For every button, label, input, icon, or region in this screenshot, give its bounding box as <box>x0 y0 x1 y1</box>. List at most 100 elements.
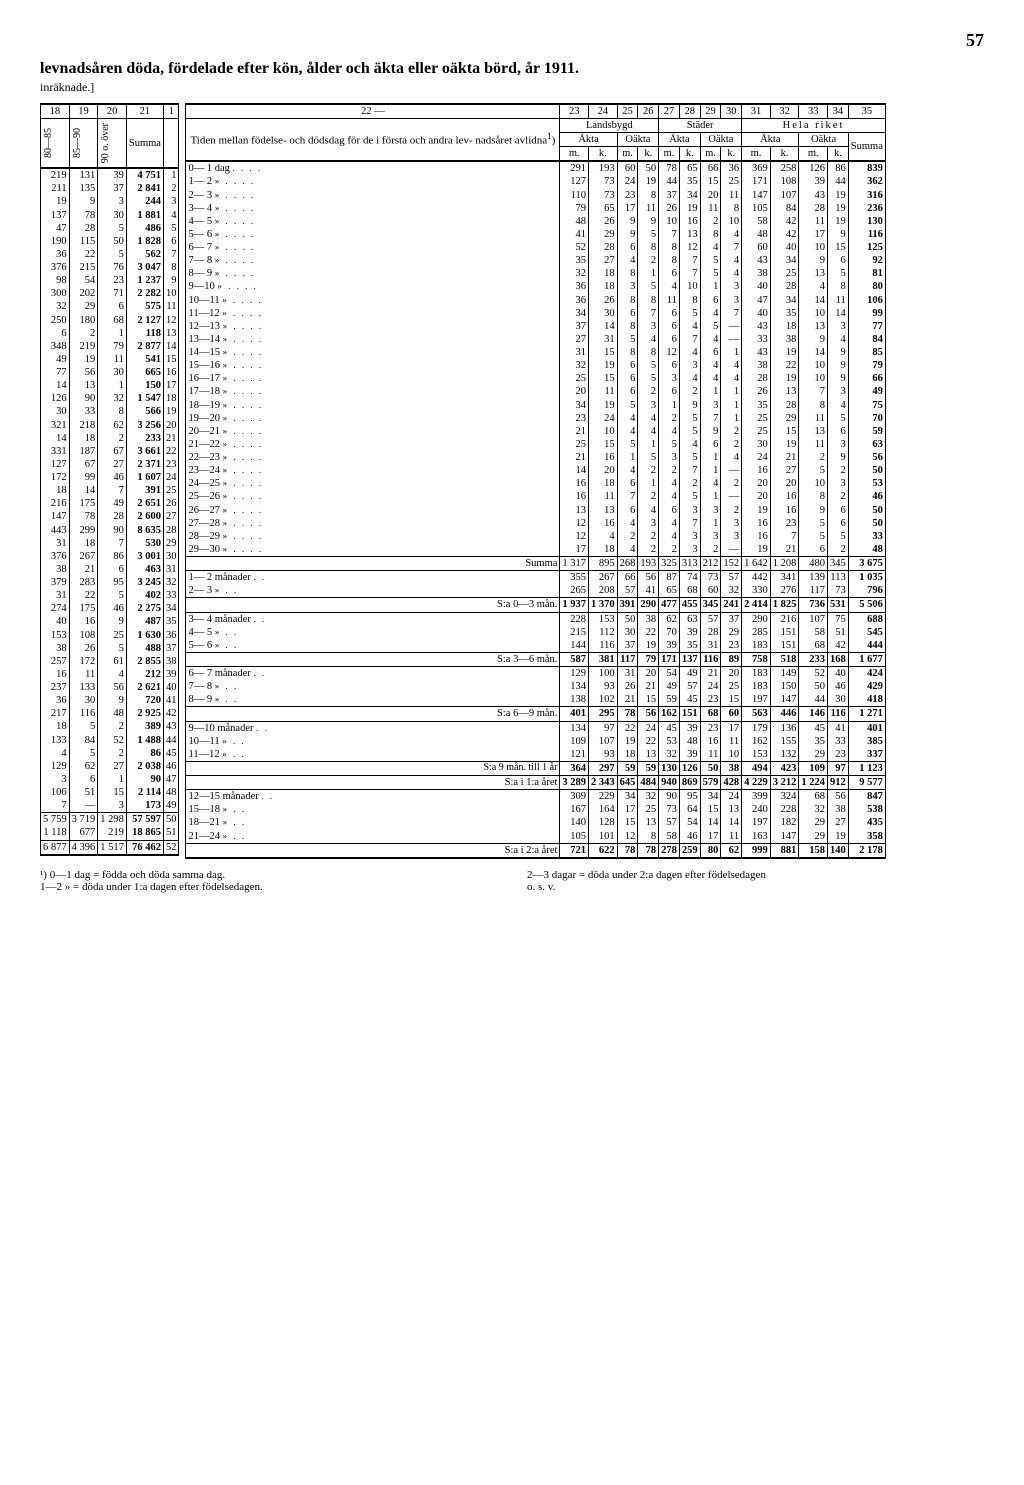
cell: 541 <box>126 353 163 366</box>
cell: 4 <box>799 280 828 293</box>
cell: 50 <box>700 761 721 775</box>
cell: 27 <box>770 464 799 477</box>
cell: 2 <box>163 182 179 195</box>
cell: 68 <box>98 314 127 327</box>
cell: 13 <box>638 816 659 829</box>
cell: 21 <box>770 543 799 557</box>
cell: 345 <box>828 557 849 571</box>
cell: 5 <box>799 464 828 477</box>
cell: 6 <box>659 385 680 398</box>
table-row: 5 7593 7191 29857 59750 <box>41 813 179 827</box>
cell: 20 <box>589 464 618 477</box>
cell: 14 <box>560 464 589 477</box>
cell: 50 <box>163 813 179 827</box>
table-row: 13384521 48844 <box>41 734 179 747</box>
cell: 563 <box>742 707 771 721</box>
cell: 16 <box>163 366 179 379</box>
cell: 228 <box>770 803 799 816</box>
cell: 418 <box>848 693 885 707</box>
cell: 10 <box>799 477 828 490</box>
cell: 1 <box>617 451 638 464</box>
cell: 18 <box>770 320 799 333</box>
cell: 1 607 <box>126 471 163 484</box>
cell: 32 <box>721 584 742 598</box>
cell: — <box>721 333 742 346</box>
cell: 158 <box>799 843 828 858</box>
cell: 21 <box>617 693 638 707</box>
col-19: 19 <box>69 104 98 119</box>
cell: 486 <box>126 222 163 235</box>
cell: 229 <box>589 790 618 804</box>
cell: 219 <box>41 168 70 182</box>
cell: 5 <box>679 307 700 320</box>
cell: 5 <box>828 412 849 425</box>
cell: 62 <box>98 419 127 432</box>
cell: 16 <box>742 517 771 530</box>
cell: 1 118 <box>41 826 70 840</box>
cell: 19 <box>638 175 659 188</box>
cell: 6 <box>617 307 638 320</box>
cell: 129 <box>560 667 589 681</box>
cell: 7 <box>617 490 638 503</box>
cell: 78 <box>638 843 659 858</box>
row-label: 13—14 » . . . . <box>186 333 560 346</box>
cell: 49 <box>848 385 885 398</box>
cell: 87 <box>659 571 680 585</box>
cell: 65 <box>659 584 680 598</box>
cell: 6 <box>659 333 680 346</box>
cell: 11 <box>721 189 742 202</box>
cell: 147 <box>742 189 771 202</box>
stader-header: Städer <box>659 118 742 132</box>
cell: 27 <box>163 510 179 523</box>
cell: 39 <box>799 175 828 188</box>
cell: 9 <box>700 425 721 438</box>
table-row: 274175462 27534 <box>41 602 179 615</box>
cell: 912 <box>828 776 849 790</box>
cell: 24 <box>700 680 721 693</box>
cell: 60 <box>617 161 638 175</box>
cell: 171 <box>742 175 771 188</box>
footnotes: ¹) 0—1 dag = födda och döda samma dag. 1… <box>40 869 984 893</box>
cell: 68 <box>679 584 700 598</box>
cell: 4 <box>721 267 742 280</box>
age-90-over: 90 o. över <box>100 119 113 167</box>
cell: 1 271 <box>848 707 885 721</box>
cell: 12 <box>679 241 700 254</box>
cell: 43 <box>742 320 771 333</box>
cell: 78 <box>69 510 98 523</box>
cell: 1 <box>98 773 127 786</box>
row-label: 24—25 » . . . . <box>186 477 560 490</box>
cell: 8 635 <box>126 524 163 537</box>
cell: 19 <box>828 202 849 215</box>
cell: 86 <box>98 550 127 563</box>
cell: 446 <box>770 707 799 721</box>
table-row: S:a 0—3 mån.1 9371 370391290477455345241… <box>186 598 885 612</box>
cell: 16 <box>742 530 771 543</box>
cell: 43 <box>742 346 771 359</box>
cell: 2 <box>98 720 127 733</box>
table-row: 4— 5 » . . . .482699101621058421119130 <box>186 215 885 228</box>
cell: 10 <box>679 280 700 293</box>
cell: 240 <box>742 803 771 816</box>
cell: 285 <box>742 626 771 639</box>
cell: 30 <box>98 209 127 222</box>
cell: 23 <box>98 274 127 287</box>
cell: 217 <box>41 707 70 720</box>
cell: 215 <box>560 626 589 639</box>
table-row: 3033856619 <box>41 405 179 418</box>
cell: 30 <box>617 626 638 639</box>
cell: 52 <box>98 734 127 747</box>
table-row: 15—18 » . .16716417257364151324022832385… <box>186 803 885 816</box>
cell: 2 <box>721 438 742 451</box>
table-row: 10651152 11448 <box>41 786 179 799</box>
cell: 215 <box>69 261 98 274</box>
cell: 530 <box>126 537 163 550</box>
row-label: S:a i 1:a året <box>186 776 560 790</box>
cell: 116 <box>700 652 721 666</box>
cell: 276 <box>770 584 799 598</box>
cell: 4 <box>828 399 849 412</box>
cell: 44 <box>163 734 179 747</box>
cell: 29 <box>799 748 828 762</box>
cell: 3 <box>721 517 742 530</box>
cell: 940 <box>659 776 680 790</box>
